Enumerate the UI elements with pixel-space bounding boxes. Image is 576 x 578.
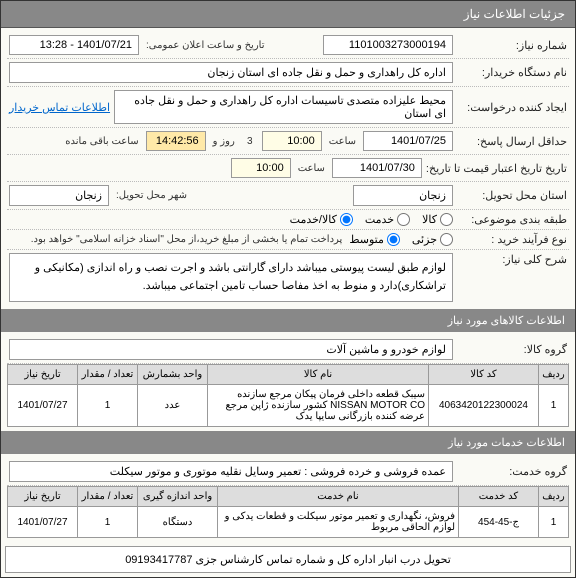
- scol-date: تاریخ نیاز: [8, 487, 78, 507]
- announce-value: 1401/07/21 - 13:28: [9, 35, 139, 55]
- city-label: شهر محل تحویل:: [116, 190, 187, 201]
- reply-time: 10:00: [262, 131, 322, 151]
- category-label: طبقه بندی موضوعی:: [457, 213, 567, 226]
- announce-label: تاریخ و ساعت اعلان عمومی:: [146, 40, 265, 51]
- cat-both-radio[interactable]: کالا/خدمت: [290, 213, 353, 226]
- desc-value: لوازم طبق لیست پیوستی میباشد دارای گاران…: [9, 253, 453, 302]
- services-group-label: گروه خدمت:: [457, 465, 567, 478]
- main-header: جزئیات اطلاعات نیاز: [1, 1, 575, 28]
- category-radio-group: کالا خدمت کالا/خدمت: [290, 213, 453, 226]
- scol-name: نام خدمت: [218, 487, 459, 507]
- buytype-note: پرداخت تمام یا بخشی از مبلغ خرید،از محل …: [12, 234, 342, 245]
- desc-label: شرح کلی نیاز:: [457, 253, 567, 266]
- creator-value: محیط علیزاده متصدی تاسیسات اداره کل راهد…: [114, 90, 453, 124]
- reply-deadline-label: حداقل ارسال پاسخ:: [457, 135, 567, 148]
- col-code: کد کالا: [429, 365, 539, 385]
- scol-code: کد خدمت: [459, 487, 539, 507]
- buyer-label: نام دستگاه خریدار:: [457, 66, 567, 79]
- goods-table: ردیف کد کالا نام کالا واحد بشمارش تعداد …: [7, 364, 569, 427]
- goods-group-label: گروه کالا:: [457, 343, 567, 356]
- saat-label-1: ساعت: [329, 136, 356, 147]
- buytype-radio-group: جزئی متوسط: [349, 233, 453, 246]
- remain-time: 14:42:56: [146, 131, 206, 151]
- col-unit: واحد بشمارش: [138, 365, 208, 385]
- buytype-label: نوع فرآیند خرید :: [457, 233, 567, 246]
- buytype-2-radio[interactable]: متوسط: [349, 233, 400, 246]
- services-group-value: عمده فروشی و خرده فروشی : تعمیر وسایل نق…: [9, 461, 453, 482]
- col-qty: تعداد / مقدار: [78, 365, 138, 385]
- col-row: ردیف: [539, 365, 569, 385]
- goods-header: اطلاعات کالاهای مورد نیاز: [1, 309, 575, 332]
- valid-time: 10:00: [231, 158, 291, 178]
- valid-date: 1401/07/30: [332, 158, 422, 178]
- reply-date: 1401/07/25: [363, 131, 453, 151]
- saat-label-2: ساعت: [298, 163, 325, 174]
- table-row: 1ج-45-454فروش، نگهداری و تعمیر موتور سیک…: [8, 507, 569, 538]
- valid-label: تاریخ تاریخ اعتبار قیمت تا تاریخ:: [426, 162, 567, 175]
- need-no-label: شماره نیاز:: [457, 39, 567, 52]
- city-value: زنجان: [9, 185, 109, 206]
- contact-link[interactable]: اطلاعات تماس خریدار: [9, 101, 110, 114]
- remain-suffix: ساعت باقی مانده: [65, 136, 138, 147]
- footer-note: تحویل درب انبار اداره کل و شماره تماس کا…: [5, 546, 571, 573]
- scol-unit: واحد اندازه گیری: [138, 487, 218, 507]
- col-name: نام کالا: [208, 365, 429, 385]
- cat-service-radio[interactable]: خدمت: [365, 213, 410, 226]
- scol-row: ردیف: [539, 487, 569, 507]
- buytype-1-radio[interactable]: جزئی: [412, 233, 453, 246]
- buyer-value: اداره کل راهداری و حمل و نقل جاده ای است…: [9, 62, 453, 83]
- col-date: تاریخ نیاز: [8, 365, 78, 385]
- rooz-label: روز و: [213, 136, 235, 147]
- scol-qty: تعداد / مقدار: [78, 487, 138, 507]
- table-row: 14063420122300024سیبک قطعه داخلی فرمان پ…: [8, 385, 569, 427]
- services-table: ردیف کد خدمت نام خدمت واحد اندازه گیری ت…: [7, 486, 569, 538]
- goods-group-value: لوازم خودرو و ماشین آلات: [9, 339, 453, 360]
- creator-label: ایجاد کننده درخواست:: [457, 101, 567, 114]
- services-header: اطلاعات خدمات مورد نیاز: [1, 431, 575, 454]
- need-no-value: 1101003273000194: [323, 35, 453, 55]
- province-value: زنجان: [353, 185, 453, 206]
- cat-goods-radio[interactable]: کالا: [422, 213, 453, 226]
- province-label: استان محل تحویل:: [457, 189, 567, 202]
